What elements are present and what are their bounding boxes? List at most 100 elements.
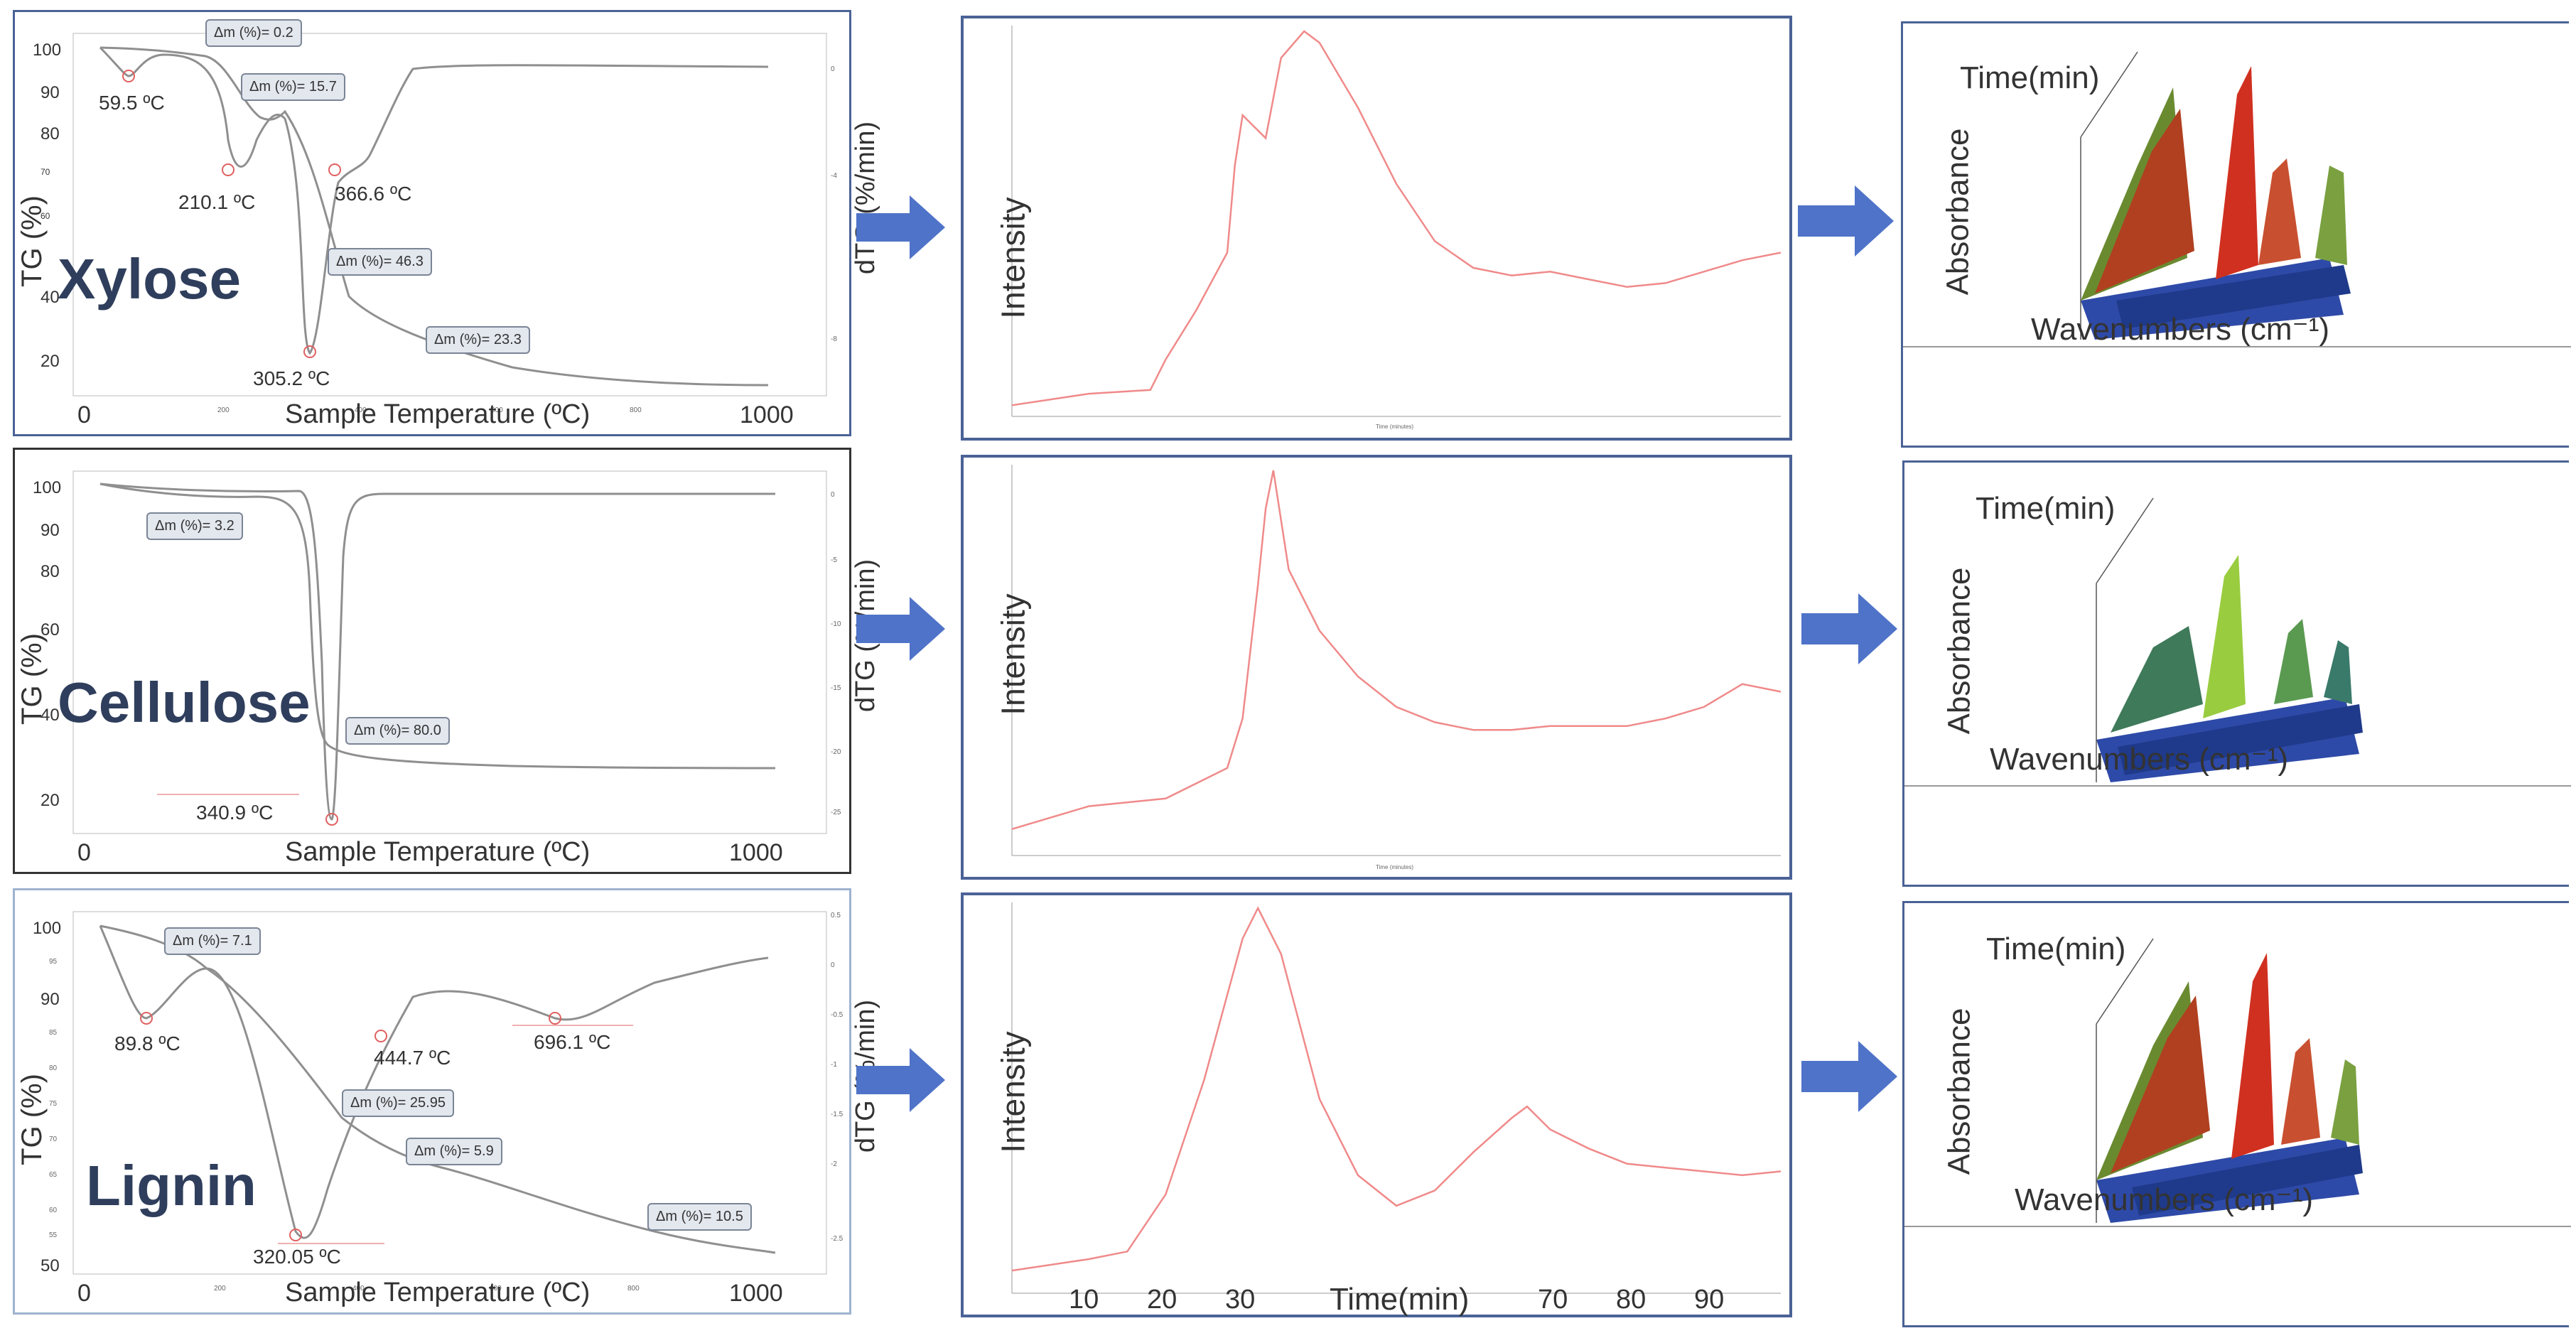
- tga-plot-lignin: [72, 911, 827, 1275]
- x-tick-200: 200: [214, 1285, 226, 1293]
- gs-x-tick-10: 10: [1069, 1285, 1099, 1315]
- gs-line-cellulose: [1011, 470, 1782, 830]
- ir3d-surface: [2081, 66, 2351, 340]
- x-tick-400: 400: [352, 1285, 365, 1293]
- x-tick-600: 600: [490, 1285, 502, 1293]
- peak-label: 444.7 ºC: [374, 1047, 451, 1069]
- y-tick-100: 100: [33, 478, 62, 497]
- mass-loss-box: Δm (%)= 7.1: [164, 927, 261, 955]
- peak-label: 210.1 ºC: [178, 191, 256, 213]
- y-tick-80: 80: [41, 562, 60, 581]
- gs-x-tick-30: 30: [1225, 1285, 1256, 1315]
- y-tick: 100: [33, 919, 62, 938]
- x-tick-0: 0: [77, 401, 91, 428]
- right-arrow-icon: [856, 597, 945, 661]
- mass-loss-box: Δm (%)= 5.9: [406, 1138, 502, 1165]
- peak-label: 340.9 ºC: [196, 802, 274, 824]
- peak-label: 320.05 ºC: [253, 1246, 341, 1268]
- peak-label: 59.5 ºC: [99, 92, 165, 114]
- ir3d-wavenumber-label: Wavenumbers (cm⁻¹): [1990, 742, 2289, 777]
- peak-label: 696.1 ºC: [534, 1031, 611, 1053]
- y-tick: 90: [41, 990, 60, 1009]
- gs-plot-xylose: [1011, 26, 1782, 417]
- x-axis-label: Sample Temperature (ºC): [285, 1278, 591, 1307]
- gs-plot-lignin: [1011, 902, 1782, 1294]
- y-tick-40: 40: [41, 288, 60, 307]
- ir3d-wavenumber-label: Wavenumbers (cm⁻¹): [2031, 312, 2330, 347]
- gram-schmidt-panel-xylose: Intensity Time (minutes): [961, 16, 1792, 441]
- gram-schmidt-panel-lignin: Intensity 10 20 30 Time(min) 70 80 90: [961, 892, 1792, 1317]
- x-tick-1000: 1000: [729, 1280, 783, 1307]
- x-tick-0: 0: [77, 839, 91, 866]
- y-axis-label: TG (%): [16, 1074, 48, 1165]
- y-tick-60: 60: [41, 211, 50, 221]
- dtg-tick: -20: [831, 748, 841, 756]
- ir3d-plot-lignin: [1904, 938, 2571, 1227]
- right-arrow-icon: [1801, 1041, 1897, 1112]
- x-tick-0: 0: [77, 1280, 91, 1307]
- dtg-tick: -2.5: [831, 1235, 844, 1243]
- dtg-tick-0: 0: [831, 65, 835, 73]
- gs-x-axis-label: Time(min): [1330, 1282, 1470, 1317]
- dtg-tick: -25: [831, 809, 841, 816]
- peak-label: 305.2 ºC: [253, 367, 330, 389]
- y-tick-20: 20: [41, 352, 60, 371]
- mass-loss-box: Δm (%)= 80.0: [345, 717, 450, 745]
- y-tick-90: 90: [41, 83, 60, 102]
- tga-plot-cellulose: [72, 470, 827, 834]
- x-tick-600: 600: [491, 406, 503, 414]
- ir3d-absorbance-label: Absorbance: [1940, 128, 1976, 296]
- ir3d-absorbance-label: Absorbance: [1941, 1008, 1977, 1175]
- y-tick-70: 70: [41, 167, 50, 177]
- dtg-tick-m8: -8: [831, 335, 837, 343]
- dtg-tick: 0.5: [831, 912, 841, 919]
- y-tick-20: 20: [41, 791, 60, 810]
- dtg-tick: -1.5: [831, 1111, 844, 1118]
- compound-label-xylose: Xylose: [58, 247, 241, 311]
- ir3d-surface: [2096, 953, 2363, 1223]
- ir3d-panel-cellulose: Time(min) Absorbance Wavenumbers (cm⁻¹): [1902, 460, 2571, 887]
- y-tick-40: 40: [41, 706, 60, 725]
- mass-loss-box: Δm (%)= 46.3: [328, 248, 432, 276]
- gs-x-axis-label-small: Time (minutes): [1376, 423, 1414, 430]
- y-tick-80: 80: [41, 124, 60, 144]
- y-axis-label: TG (%): [16, 633, 48, 725]
- x-tick-1000: 1000: [740, 401, 794, 428]
- dtg-tick: 0: [831, 961, 835, 969]
- y-tick: 70: [49, 1135, 58, 1143]
- gs-x-axis-label-small: Time (minutes): [1376, 864, 1414, 870]
- right-arrow-icon: [856, 1048, 945, 1112]
- y-tick-100: 100: [33, 41, 62, 60]
- y-tick: 55: [49, 1231, 58, 1239]
- mass-loss-box: Δm (%)= 25.95: [342, 1089, 454, 1117]
- mass-loss-box: Δm (%)= 23.3: [426, 326, 530, 354]
- dtg-tick: -2: [831, 1160, 837, 1168]
- gs-y-axis-label: Intensity: [994, 197, 1032, 319]
- gs-x-tick-70: 70: [1538, 1285, 1568, 1315]
- dtg-tick: -15: [831, 684, 841, 692]
- right-arrow-icon: [1798, 185, 1894, 257]
- tga-plot-xylose: [72, 33, 827, 396]
- y-tick: 60: [49, 1207, 58, 1214]
- gs-y-axis-label: Intensity: [994, 593, 1032, 716]
- right-arrow-icon: [856, 195, 945, 259]
- mass-loss-box: Δm (%)= 15.7: [241, 73, 345, 101]
- y-tick-90: 90: [41, 521, 60, 540]
- gs-x-tick-90: 90: [1694, 1285, 1725, 1315]
- tga-panel-cellulose: 100 90 80 60 40 20 0 -5 -10 -15 -20 -25 …: [13, 448, 880, 874]
- x-tick-800: 800: [630, 406, 642, 414]
- right-arrow-icon: [1801, 593, 1897, 664]
- ir3d-time-label: Time(min): [1986, 932, 2126, 966]
- y-tick: 75: [49, 1100, 58, 1108]
- dtg-tick-m4: -4: [831, 172, 837, 180]
- ir3d-panel-lignin: Time(min) Absorbance Wavenumbers (cm⁻¹): [1902, 901, 2571, 1327]
- mass-loss-box: Δm (%)= 0.2: [205, 19, 302, 47]
- peak-label: 366.6 ºC: [335, 183, 412, 205]
- ir3d-absorbance-label: Absorbance: [1941, 567, 1977, 735]
- gs-x-tick-80: 80: [1616, 1285, 1647, 1315]
- tg-curve-cellulose: [99, 482, 776, 770]
- ir3d-time-label: Time(min): [1976, 491, 2116, 526]
- peak-label: 89.8 ºC: [114, 1032, 180, 1054]
- x-tick-200: 200: [217, 406, 230, 414]
- gram-schmidt-panel-cellulose: Intensity Time (minutes): [961, 455, 1792, 880]
